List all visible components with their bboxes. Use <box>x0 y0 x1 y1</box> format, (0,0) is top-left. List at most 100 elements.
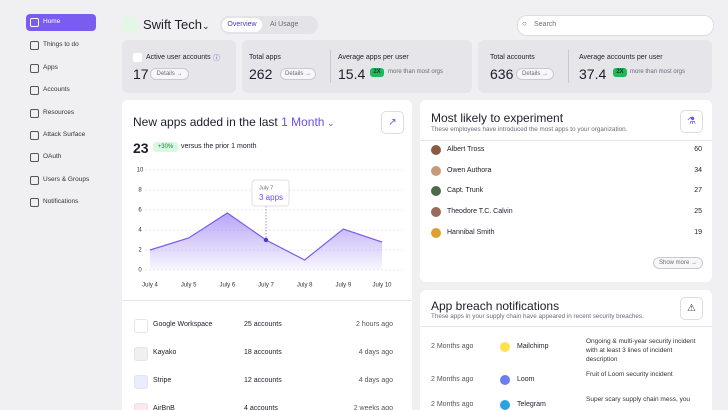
show-more-button[interactable]: Show more → <box>653 257 703 269</box>
nav-icon <box>30 131 39 140</box>
nav-icon <box>30 109 39 118</box>
divider <box>420 140 712 141</box>
button-text: Details <box>521 71 541 77</box>
avatar <box>431 145 441 155</box>
person-name[interactable]: Theodore T.C. Calvin <box>447 208 513 216</box>
x-tick-label: July 7 <box>258 283 274 289</box>
app-time: 4 days ago <box>358 377 393 384</box>
app-name[interactable]: Stripe <box>153 377 172 384</box>
nav-icon <box>30 18 39 27</box>
nav-item[interactable]: Accounts <box>43 86 70 93</box>
nav-icon <box>30 153 39 162</box>
button-text: Details <box>284 71 304 77</box>
breach-app[interactable]: Loom <box>517 376 535 383</box>
stat-value: 17 <box>133 66 149 82</box>
details-button[interactable]: Details → <box>150 68 189 80</box>
y-tick-label: 4 <box>138 228 142 234</box>
breach-icon <box>500 400 510 410</box>
y-tick-label: 0 <box>138 268 142 274</box>
nav-icon <box>30 198 39 207</box>
stat-value: 636 <box>490 66 514 82</box>
tab[interactable]: Overview <box>222 18 262 32</box>
breach-time: 2 Months ago <box>431 343 474 350</box>
y-tick-label: 2 <box>138 248 142 254</box>
search-box[interactable] <box>517 15 714 36</box>
person-name[interactable]: Owen Authora <box>447 166 492 174</box>
breach-desc: Super scary supply chain mess, you <box>586 396 691 403</box>
person-name[interactable]: Hannibal Smith <box>447 228 495 236</box>
period-select[interactable]: 1 Month <box>281 115 325 129</box>
org-name[interactable]: Swift Tech <box>143 17 203 32</box>
tooltip-date: July 7 <box>259 185 273 191</box>
total-value: 23 <box>133 140 149 156</box>
trend-button[interactable]: ↗ <box>381 111 404 134</box>
stat-label: Total apps <box>249 54 281 61</box>
details-button[interactable]: Details → <box>516 68 554 80</box>
nav-item[interactable]: OAuth <box>43 153 62 160</box>
nav-item[interactable]: Things to do <box>43 41 79 48</box>
stat-card <box>122 40 236 93</box>
app-name[interactable]: Kayako <box>153 349 177 356</box>
app-accounts: 12 accounts <box>244 377 282 384</box>
breach-app[interactable]: Telegram <box>517 401 546 408</box>
panel-title: New apps added in the last 1 Month ⌄ <box>133 115 335 129</box>
person-name[interactable]: Albert Tross <box>447 146 485 153</box>
x-tick-label: July 8 <box>297 283 313 289</box>
nav-item[interactable]: Users & Groups <box>43 176 90 183</box>
breach-desc: Fruit of Loom security incident <box>586 371 673 378</box>
stat-card <box>242 40 472 93</box>
stat-label: Average accounts per user <box>579 54 663 61</box>
change-badge: +30% <box>153 142 178 152</box>
avatar <box>431 207 441 218</box>
app-icon <box>134 375 148 389</box>
stat-label: Average apps per user <box>338 54 409 61</box>
person-count: 19 <box>694 228 702 236</box>
breach-app[interactable]: Mailchimp <box>517 343 549 350</box>
divider <box>568 50 569 83</box>
app-name[interactable]: AirBnB <box>153 405 175 410</box>
nav-item[interactable]: Resources <box>43 109 75 116</box>
change-note: versus the prior 1 month <box>181 143 257 150</box>
tab[interactable]: Ai Usage <box>270 21 299 28</box>
nav-item[interactable]: Home <box>43 18 61 25</box>
breach-icon <box>500 342 510 352</box>
org-icon <box>122 17 138 33</box>
nav-icon <box>30 176 39 185</box>
point <box>263 237 269 243</box>
stat-note: more than most orgs <box>630 69 686 75</box>
nav-item[interactable]: Attack Surface <box>43 131 86 138</box>
org-chevron[interactable]: ⌄ <box>202 21 210 31</box>
app-time: 2 weeks ago <box>353 405 393 410</box>
person-count: 60 <box>694 146 702 153</box>
app-icon <box>134 347 148 361</box>
app-accounts: 4 accounts <box>244 405 278 410</box>
nav-item[interactable]: Apps <box>43 64 58 71</box>
flask-button[interactable]: ⚗ <box>680 110 703 133</box>
google-icon <box>133 53 142 62</box>
x-tick-label: July 6 <box>219 283 235 289</box>
panel-subtitle: These employees have introduced the most… <box>431 126 628 133</box>
area-chart: 0 2 4 6 8 10 July 4 July 5 July 6 July 7 July 8 Jul… <box>137 168 404 289</box>
app-icon <box>134 319 148 333</box>
tooltip-value: 3 apps <box>259 193 283 202</box>
x-tick-label: July 5 <box>181 283 197 289</box>
person-name[interactable]: Capt. Trunk <box>447 187 484 195</box>
search-placeholder: Search <box>534 21 557 28</box>
nav-icon <box>30 86 39 95</box>
stat-value: 262 <box>249 66 273 82</box>
nav-icon <box>30 41 39 50</box>
info-icon[interactable]: ⓘ <box>213 55 220 62</box>
warning-button[interactable]: ⚠ <box>680 297 703 320</box>
details-button[interactable]: Details → <box>280 68 316 80</box>
stat-label: Active user accounts <box>146 54 211 61</box>
breach-panel <box>420 290 712 410</box>
stat-card <box>478 40 712 93</box>
nav-icon <box>30 64 39 73</box>
app-name[interactable]: Google Workspace <box>153 321 213 328</box>
divider <box>330 50 331 83</box>
active-item-bg[interactable] <box>26 14 96 31</box>
badge: 2X <box>613 68 627 77</box>
nav-item[interactable]: Notifications <box>43 198 79 205</box>
app-time: 2 hours ago <box>356 321 393 328</box>
divider <box>122 300 412 301</box>
